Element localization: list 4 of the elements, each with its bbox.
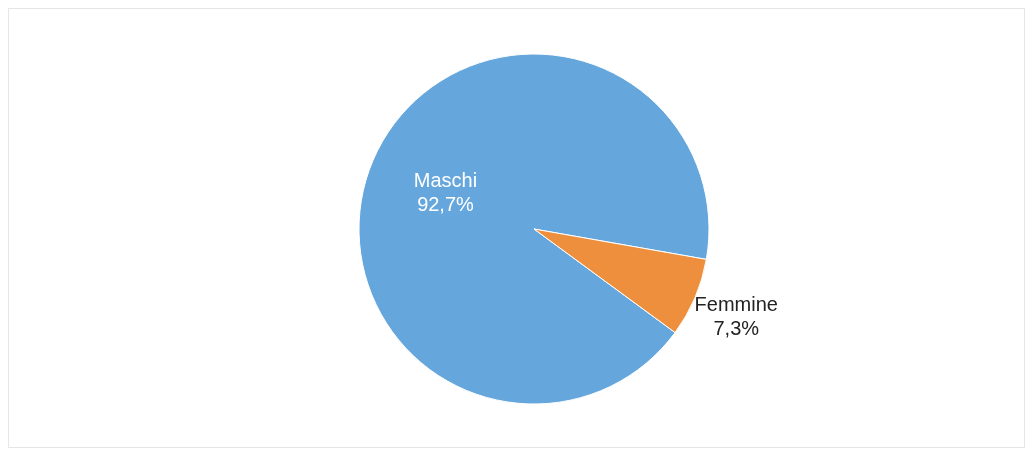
data-label: 7,3% (713, 317, 760, 340)
slice-label: Maschi (413, 169, 478, 192)
slice-label: Femmine (694, 293, 778, 316)
data-label: 92,7% (417, 193, 475, 216)
